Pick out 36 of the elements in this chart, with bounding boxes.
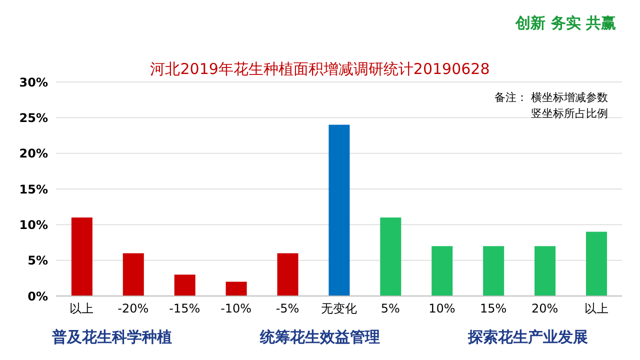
y-tick-label: 20% xyxy=(19,146,48,161)
y-tick-label: 25% xyxy=(19,110,48,125)
x-tick-label: 5% xyxy=(380,302,400,316)
x-tick-label: 以上 xyxy=(70,302,94,316)
text: 创新 务实 共赢 xyxy=(516,14,616,33)
y-tick-label: 0% xyxy=(28,289,48,304)
annotation: 竖坐标所占比例 xyxy=(530,106,608,122)
bar xyxy=(71,218,92,296)
text: 探索花生产业发展 xyxy=(468,328,588,347)
x-tick-label: -10% xyxy=(220,302,252,316)
text: 普及花生科学种植 xyxy=(52,328,172,347)
y-tick-label: 30% xyxy=(19,75,48,90)
bar xyxy=(277,253,298,296)
bar xyxy=(328,124,350,296)
x-tick-label: 10% xyxy=(428,302,456,316)
x-tick-label: 15% xyxy=(480,302,507,316)
x-tick-label: 无变化 xyxy=(321,302,357,316)
bar xyxy=(534,246,556,296)
x-tick-label: 以上 xyxy=(584,302,608,316)
text: 统筹花生效益管理 xyxy=(260,328,380,347)
x-tick-label: -20% xyxy=(118,302,149,316)
chart-title: 河北2019年花生种植面积增减调研统计20190628 xyxy=(150,60,490,78)
bar xyxy=(380,218,402,296)
bar xyxy=(226,282,247,296)
y-tick-label: 5% xyxy=(28,254,48,268)
y-tick-label: 15% xyxy=(19,182,48,196)
bar xyxy=(432,246,453,296)
x-tick-label: -15% xyxy=(169,302,200,316)
y-tick-label: 10% xyxy=(19,218,48,232)
bar xyxy=(174,274,196,296)
bar xyxy=(122,253,144,296)
bar xyxy=(586,232,607,296)
bar xyxy=(483,246,504,296)
x-tick-label: -5% xyxy=(276,302,300,316)
x-tick-label: 20% xyxy=(531,302,558,316)
annotation: 备注： 横坐标增减参数 xyxy=(494,90,608,106)
